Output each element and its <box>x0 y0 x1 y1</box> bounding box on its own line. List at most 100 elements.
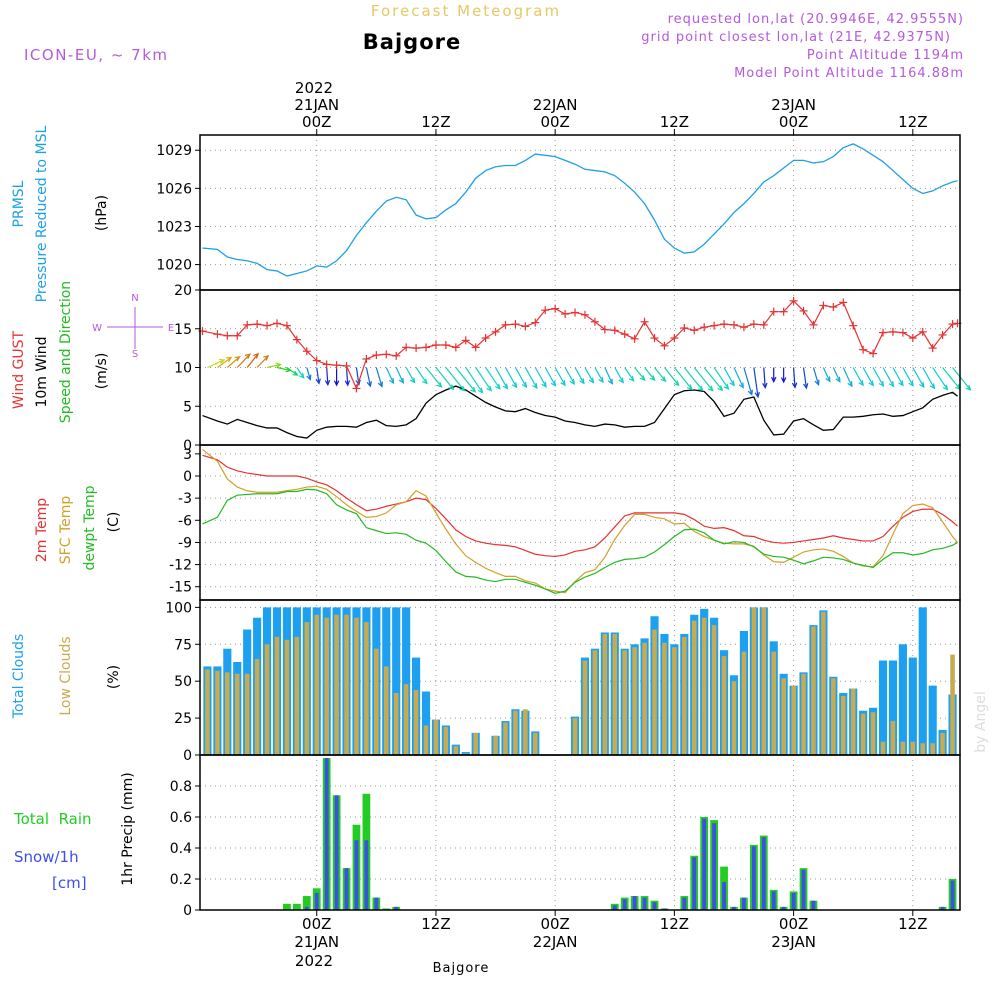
snow-bar <box>712 823 717 910</box>
ytick-label-clouds: 0 <box>183 748 192 764</box>
wind-arrow-head <box>306 374 312 381</box>
low-cloud-bar <box>930 743 935 755</box>
snow-bar <box>801 869 806 910</box>
wind-arrow-shaft <box>465 367 484 393</box>
low-cloud-bar <box>234 673 240 755</box>
wind-arrow-head <box>244 353 251 360</box>
wind-arrow-head <box>541 381 547 388</box>
wind-labels: Wind GUST 10m Wind Speed and Direction (… <box>11 281 174 423</box>
wind-arrow-shaft <box>862 367 874 386</box>
ytick-label-temperature: 3 <box>183 447 192 463</box>
top-hour-label: 12Z <box>660 113 689 131</box>
total-cloud-bar <box>898 644 907 755</box>
low-cloud-bar <box>423 725 429 755</box>
cloud-unit: (%) <box>106 665 122 689</box>
snow-bar <box>334 795 339 910</box>
wind-arrow-head <box>803 383 809 390</box>
top-hour-label: 12Z <box>898 113 927 131</box>
total-cloud-bar <box>392 607 401 755</box>
bottom-hour-label: 00Z <box>779 915 808 933</box>
wind-arrow-shaft <box>882 367 894 387</box>
dewpt-label: dewpt Temp <box>82 485 98 570</box>
wind-arrow-head <box>409 377 416 384</box>
ytick-label-precip: 0.6 <box>170 810 192 826</box>
wind-arrow-shaft <box>504 367 518 388</box>
snow-bar <box>324 758 329 910</box>
low-cloud-bar <box>284 639 290 755</box>
marks-layer <box>198 143 972 910</box>
wind-arrow-head <box>747 389 753 396</box>
wind-arrow-head <box>868 380 874 387</box>
compass-rose: N S W E <box>92 293 174 360</box>
compass-s: S <box>132 349 138 360</box>
wind-arrow-shaft <box>375 367 383 387</box>
winddir-label: Speed and Direction <box>58 281 74 423</box>
wind-arrow-head <box>618 377 624 384</box>
wind-arrow-head <box>550 380 557 387</box>
low-cloud-bar <box>682 636 687 755</box>
cloud-labels: Total Clouds Low Clouds (%) <box>11 634 122 719</box>
wind-arrow-head <box>825 376 831 383</box>
low-cloud-bar <box>731 681 737 755</box>
wind-arrow-head <box>579 378 585 385</box>
low-cloud-bar <box>632 647 637 755</box>
wind-arrow-head <box>965 385 972 391</box>
top-date-label: 23JAN <box>771 96 816 114</box>
wind-arrow-shaft <box>495 367 508 389</box>
precip-labels: Total Rain Snow/1h [cm] 1hr Precip (mm) <box>13 772 136 892</box>
low-cloud-bar <box>850 688 856 755</box>
low-cloud-bar <box>771 651 777 755</box>
low-cloud-bar <box>433 719 439 755</box>
low-cloud-bar <box>642 642 647 755</box>
low-cloud-bar <box>503 722 508 755</box>
wind-arrow-shaft <box>306 367 311 380</box>
wind-arrow-head <box>275 362 282 368</box>
wind-arrow-shaft <box>226 356 240 368</box>
wind-arrow-head <box>762 382 768 390</box>
wind-arrow-shaft <box>942 367 961 390</box>
wind-arrow-head <box>219 358 226 364</box>
t2m-label: 2m Temp <box>34 498 50 562</box>
snow-bar <box>741 897 746 910</box>
total-cloud-bar <box>918 607 927 755</box>
snow-bar <box>791 892 796 910</box>
wind-arrow-head <box>377 381 383 388</box>
low-cloud-bar <box>324 617 329 755</box>
wind-arrow-head <box>835 376 841 383</box>
wind-arrow-shaft <box>912 367 925 388</box>
low-cloud-bar <box>801 673 806 755</box>
snow-bar <box>394 906 399 910</box>
pressure-labels: PRMSL Pressure Reduced to MSL (hPa) <box>11 125 110 302</box>
wind-arrow-head <box>569 378 576 385</box>
wind-arrow-shaft <box>932 367 949 390</box>
wind-arrow-shaft <box>693 367 714 392</box>
low-cloud-bar <box>761 607 767 755</box>
snow-label: Snow/1h <box>14 848 79 866</box>
snow-bar <box>692 857 697 910</box>
wind-unit: (m/s) <box>94 353 110 390</box>
wind-arrow-head <box>344 380 351 387</box>
low-cloud-bar <box>334 614 339 755</box>
total-cloud-bar <box>878 660 888 755</box>
wind-arrow-head <box>299 372 305 379</box>
wind-arrow-head <box>908 380 914 387</box>
wind-arrow-shaft <box>395 367 404 384</box>
wind-arrow-head <box>697 385 704 392</box>
low-cloud-bar <box>711 625 717 755</box>
top-year-label: 2022 <box>295 79 333 97</box>
low-cloud-bar <box>811 626 816 755</box>
wind-arrow-shaft <box>564 367 575 385</box>
temp-unit: (C) <box>106 512 122 533</box>
wind-arrow-shaft <box>852 367 864 386</box>
snow-bar <box>632 896 637 910</box>
gridpoint-coords: grid point closest lon,lat (21E, 42.9375… <box>641 30 951 45</box>
low-cloud-bar <box>940 732 945 755</box>
gust-label: Wind GUST <box>11 330 27 409</box>
wind-arrow-head <box>588 377 595 384</box>
low-cloud-bar <box>831 678 836 755</box>
wind-arrow-head <box>729 380 735 387</box>
ytick-label-temperature: -6 <box>178 513 192 529</box>
low-cloud-bar <box>354 617 359 755</box>
